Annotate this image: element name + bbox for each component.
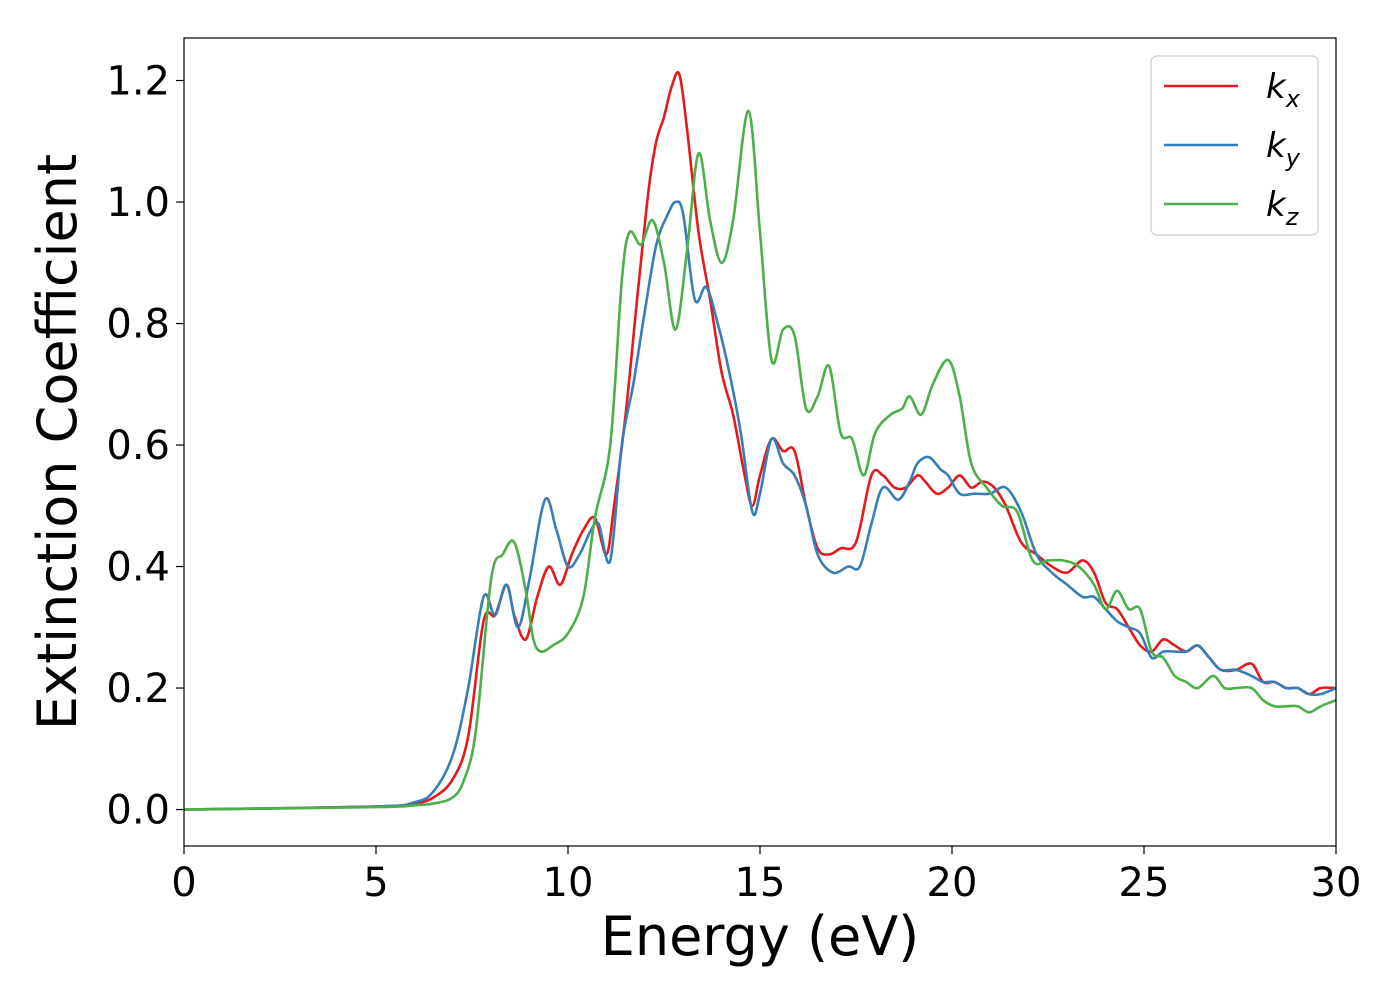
y-tick-label: 0.0 (106, 788, 170, 834)
x-tick-label: 10 (543, 860, 594, 906)
y-tick-label: 1.2 (106, 59, 170, 105)
legend-label-base: k (1266, 67, 1287, 107)
y-axis-label: Extinction Coefficient (26, 154, 89, 730)
y-tick-label: 1.0 (106, 180, 170, 226)
y-tick-label: 0.4 (106, 545, 170, 591)
x-tick-label: 30 (1311, 860, 1362, 906)
series-line-ky (183, 200, 1337, 811)
series-line-kx (183, 71, 1337, 811)
x-axis: 0 5 10 15 20 25 30 (171, 846, 1361, 906)
x-tick-label: 25 (1119, 860, 1170, 906)
plot-background (184, 38, 1336, 846)
legend-label-subscript: y (1285, 144, 1301, 172)
legend-label-base: k (1266, 126, 1287, 166)
y-tick-label: 0.6 (106, 423, 170, 469)
legend-label-kz: kz (1266, 185, 1300, 231)
legend-label-subscript: z (1285, 203, 1300, 231)
x-tick-label: 5 (363, 860, 388, 906)
y-tick-label: 0.2 (106, 666, 170, 712)
x-axis-label: Energy (eV) (601, 905, 920, 968)
legend-label-kx: kx (1266, 67, 1301, 113)
y-tick-label: 0.8 (106, 302, 170, 348)
legend-label-subscript: x (1285, 85, 1301, 113)
legend-label-base: k (1266, 185, 1287, 225)
legend-label-ky: ky (1266, 126, 1301, 172)
series-layer (183, 71, 1337, 811)
y-axis: 0.0 0.2 0.4 0.6 0.8 1.0 1.2 (106, 59, 184, 834)
x-tick-label: 15 (735, 860, 786, 906)
x-tick-label: 0 (171, 860, 196, 906)
x-tick-label: 20 (927, 860, 978, 906)
series-line-kz (183, 109, 1337, 811)
